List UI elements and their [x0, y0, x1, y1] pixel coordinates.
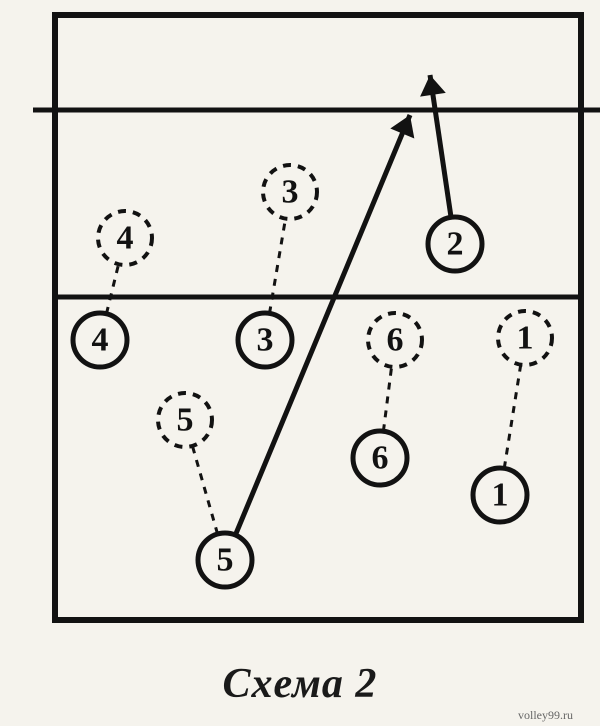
- svg-text:1: 1: [492, 477, 509, 514]
- svg-text:2: 2: [447, 226, 464, 263]
- svg-text:1: 1: [517, 320, 534, 357]
- diagram-container: 4 4 3 3 2 6 6 1 1 5 5 Схема 2 volley99.ru: [0, 0, 600, 726]
- player-2s: 2: [428, 217, 482, 271]
- player-5d: 5: [158, 393, 212, 447]
- player-6s: 6: [353, 431, 407, 485]
- svg-text:5: 5: [217, 542, 234, 579]
- player-6d: 6: [368, 313, 422, 367]
- svg-text:6: 6: [387, 322, 404, 359]
- player-4d: 4: [98, 211, 152, 265]
- player-3d: 3: [263, 165, 317, 219]
- svg-text:3: 3: [257, 322, 274, 359]
- svg-text:4: 4: [92, 322, 109, 359]
- svg-text:5: 5: [177, 402, 194, 439]
- watermark-text: volley99.ru: [518, 708, 573, 723]
- svg-text:4: 4: [117, 220, 134, 257]
- player-4s: 4: [73, 313, 127, 367]
- svg-text:6: 6: [372, 440, 389, 477]
- player-5s: 5: [198, 533, 252, 587]
- diagram-caption: Схема 2: [0, 660, 600, 708]
- player-3s: 3: [238, 313, 292, 367]
- court-diagram-svg: 4 4 3 3 2 6 6 1 1 5 5: [0, 0, 600, 726]
- player-1s: 1: [473, 468, 527, 522]
- svg-text:3: 3: [282, 174, 299, 211]
- player-1d: 1: [498, 311, 552, 365]
